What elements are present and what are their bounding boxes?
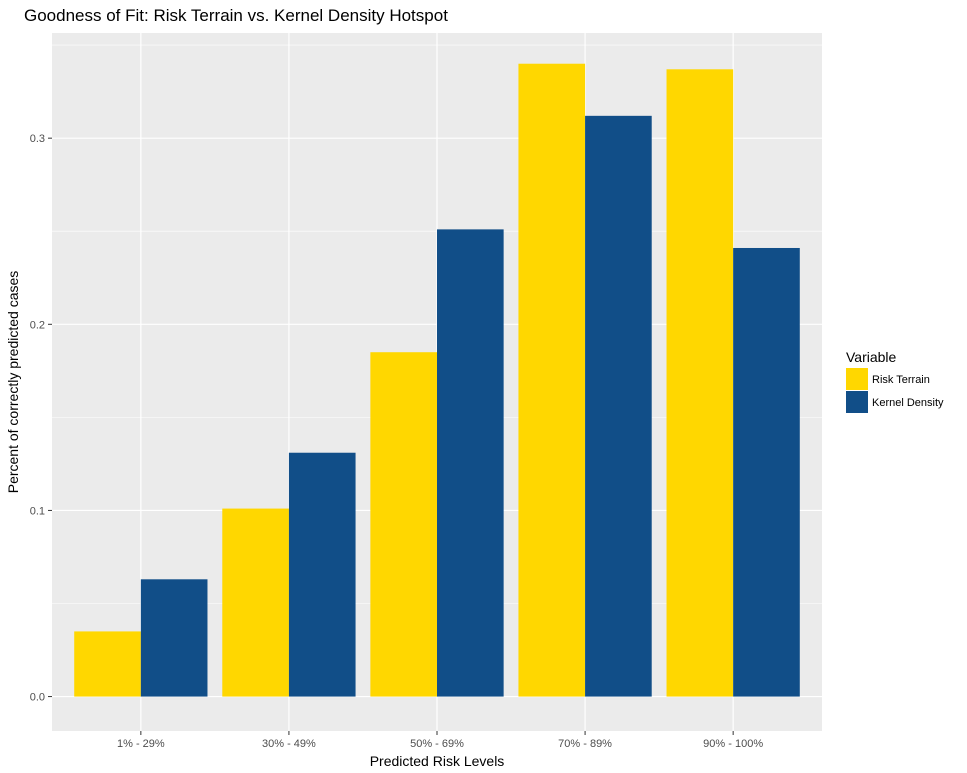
- legend-title: Variable: [846, 349, 897, 365]
- bar: [585, 115, 652, 697]
- y-axis-title: Percent of correctly predicted cases: [5, 271, 21, 494]
- x-tick-label: 1% - 29%: [117, 738, 165, 750]
- x-tick-label: 50% - 69%: [410, 738, 464, 750]
- bar: [222, 508, 289, 697]
- x-tick-label: 30% - 49%: [262, 738, 316, 750]
- bar: [140, 579, 208, 697]
- y-axis: 0.0 0.1 0.2 0.3: [30, 133, 52, 704]
- legend-label: Risk Terrain: [872, 374, 930, 386]
- bars-group: [74, 63, 800, 697]
- x-tick-label: 70% - 89%: [558, 738, 612, 750]
- bar: [370, 352, 437, 697]
- bar: [74, 631, 141, 697]
- legend: Variable Risk Terrain Kernel Density: [846, 349, 944, 413]
- legend-key: [846, 368, 868, 390]
- y-tick-label: 0.3: [30, 133, 45, 145]
- legend-key: [846, 391, 868, 413]
- bar: [518, 63, 586, 697]
- bar: [288, 452, 356, 697]
- bar: [733, 247, 800, 697]
- legend-label: Kernel Density: [872, 397, 944, 409]
- y-tick-label: 0.1: [30, 505, 45, 517]
- chart-title: Goodness of Fit: Risk Terrain vs. Kernel…: [24, 6, 448, 25]
- x-axis-title: Predicted Risk Levels: [370, 753, 505, 769]
- y-tick-label: 0.2: [30, 319, 45, 331]
- bar: [666, 69, 734, 697]
- x-axis: 1% - 29% 30% - 49% 50% - 69% 70% - 89% 90% -…: [117, 731, 763, 750]
- y-tick-label: 0.0: [30, 692, 45, 704]
- bar: [437, 229, 504, 697]
- x-tick-label: 90% - 100%: [703, 738, 763, 750]
